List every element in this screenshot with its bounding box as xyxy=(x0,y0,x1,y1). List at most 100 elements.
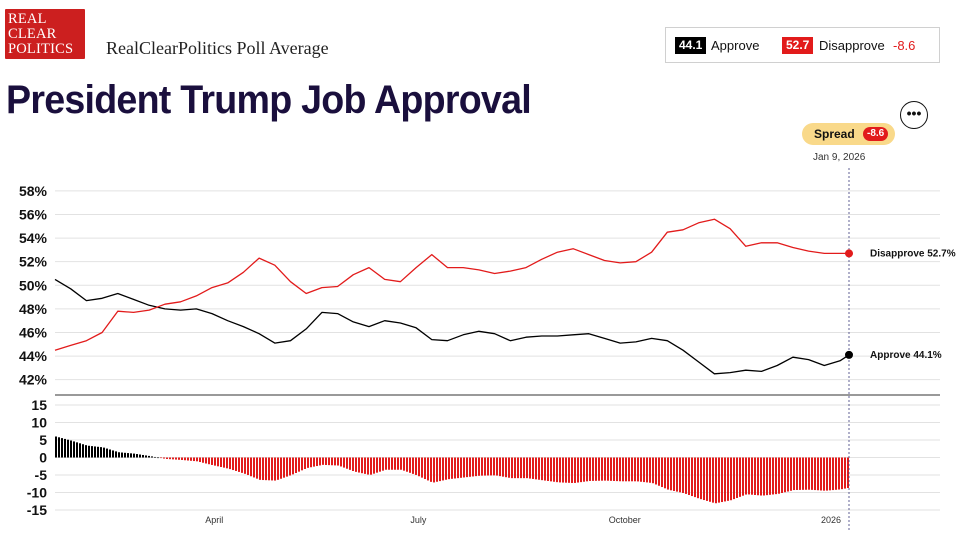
spread-bar xyxy=(388,457,390,470)
spread-bar xyxy=(727,457,729,501)
spread-bar xyxy=(226,457,228,469)
spread-bar xyxy=(589,457,591,481)
spread-bar xyxy=(208,457,210,465)
disapprove-line xyxy=(54,218,849,351)
spread-bar xyxy=(178,457,180,460)
spread-bar xyxy=(508,457,510,478)
spread-bar xyxy=(775,457,777,495)
spread-bar xyxy=(625,457,627,482)
spread-bar xyxy=(778,457,780,494)
spread-bar xyxy=(454,457,456,479)
approval-lines xyxy=(54,218,850,375)
spread-bar xyxy=(826,457,828,491)
y-tick-label: 46% xyxy=(19,324,48,340)
spread-bar xyxy=(211,457,213,465)
spread-pill-value: -8.6 xyxy=(863,127,889,141)
spread-bar xyxy=(397,457,399,470)
spread-bar xyxy=(754,457,756,495)
spread-bar xyxy=(469,457,471,477)
spread-bar xyxy=(733,457,735,500)
spread-bar xyxy=(133,453,135,458)
spread-bar xyxy=(280,457,282,479)
spread-bar xyxy=(502,457,504,477)
spread-bar xyxy=(634,457,636,482)
spread-bar xyxy=(124,452,126,458)
spread-bar xyxy=(325,457,327,465)
spread-bar xyxy=(838,457,840,490)
spread-bar xyxy=(292,457,294,475)
more-options-button[interactable]: ••• xyxy=(900,101,928,129)
spread-bar xyxy=(118,452,120,458)
spread-bar xyxy=(631,457,633,482)
y-tick-label: 54% xyxy=(19,230,48,246)
spread-bar xyxy=(832,457,834,491)
spread-bar xyxy=(763,457,765,496)
rcp-logo[interactable]: REAL CLEAR POLITICS xyxy=(5,9,85,59)
main-grid xyxy=(55,190,940,381)
spread-bar xyxy=(619,457,621,482)
spread-bar xyxy=(352,457,354,472)
spread-bar xyxy=(313,457,315,467)
spread-bar xyxy=(487,457,489,476)
spread-bar xyxy=(91,446,93,458)
spread-bar xyxy=(154,456,156,458)
spread-bar xyxy=(382,457,384,471)
spread-bar xyxy=(67,439,69,458)
spread-bar xyxy=(724,457,726,502)
spread-bar xyxy=(106,448,108,458)
disapprove-legend-label: Disapprove xyxy=(819,38,885,53)
spread-bar xyxy=(526,457,528,479)
spread-bar xyxy=(841,457,843,490)
spread-bar xyxy=(547,457,549,481)
spread-bar xyxy=(181,457,183,460)
spread-bar xyxy=(490,457,492,476)
spread-bar xyxy=(244,457,246,474)
spread-bar xyxy=(697,457,699,499)
y-tick-label: -10 xyxy=(27,485,47,501)
spread-bar xyxy=(439,457,441,482)
y-tick-label: 44% xyxy=(19,348,48,364)
spread-bar xyxy=(799,457,801,490)
spread-bar xyxy=(742,457,744,496)
spread-bar xyxy=(580,457,582,483)
spread-bar xyxy=(685,457,687,494)
spread-bar xyxy=(76,442,78,458)
spread-pill: Spread -8.6 xyxy=(802,123,895,145)
spread-bar xyxy=(256,457,258,479)
spread-bar xyxy=(88,445,90,458)
y-tick-label: 56% xyxy=(19,206,48,222)
spread-bar xyxy=(199,457,201,463)
spread-bar xyxy=(820,457,822,491)
spread-bar xyxy=(286,457,288,477)
spread-bar xyxy=(298,457,300,472)
spread-bar xyxy=(445,457,447,480)
spread-bar xyxy=(568,457,570,483)
spread-bar xyxy=(610,457,612,481)
spread-bar xyxy=(430,457,432,482)
y-tick-label: -15 xyxy=(27,502,47,518)
spread-bar xyxy=(370,457,372,475)
spread-bar xyxy=(682,457,684,493)
spread-bar xyxy=(667,457,669,490)
spread-bar xyxy=(283,457,285,478)
approve-end-label: Approve 44.1% xyxy=(870,350,942,361)
spread-bar xyxy=(616,457,618,482)
spread-bar xyxy=(250,457,252,477)
main-y-axis: 58% 56% 54% 52% 50% 48% 46% 44% 42% xyxy=(19,183,48,388)
spread-bar xyxy=(403,457,405,471)
spread-bar xyxy=(304,457,306,469)
spread-bar xyxy=(655,457,657,485)
spread-bar xyxy=(550,457,552,482)
spread-bar xyxy=(310,457,312,468)
y-tick-label: 42% xyxy=(19,372,48,388)
spread-bar xyxy=(316,457,318,467)
spread-bar xyxy=(640,457,642,482)
spread-bar xyxy=(202,457,204,463)
spread-bar xyxy=(484,457,486,476)
spread-bar xyxy=(289,457,291,476)
spread-bar xyxy=(412,457,414,474)
spread-bar xyxy=(367,457,369,475)
spread-bar xyxy=(496,457,498,476)
spread-bar xyxy=(277,457,279,480)
